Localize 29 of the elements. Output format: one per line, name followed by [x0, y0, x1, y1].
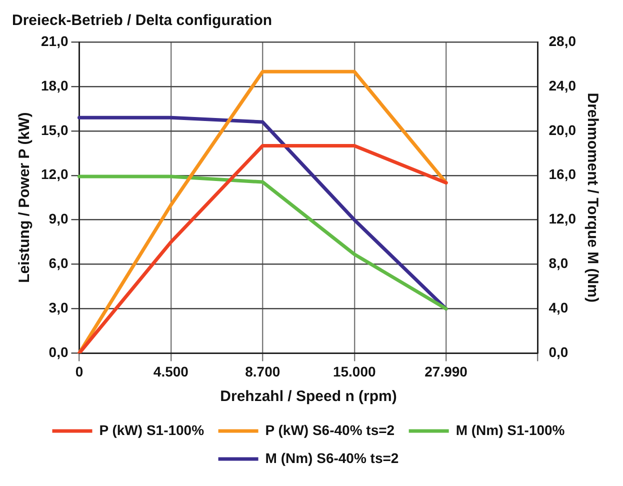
y-tick-label: 6,0	[48, 255, 68, 272]
x-tick-label: 8.700	[245, 363, 280, 380]
chart-title: Dreieck-Betrieb / Delta configuration	[12, 12, 272, 30]
x-axis-title: Drehzahl / Speed n (rpm)	[220, 388, 397, 406]
legend-label: P (kW) S6-40% ts=2	[265, 422, 395, 438]
y-tick-label: 15,0	[41, 122, 68, 138]
x-tick-label: 4.500	[153, 363, 189, 380]
y2-tick-label: 28,0	[548, 32, 576, 49]
y-axis-title: Leistung / Power P (kW)	[16, 112, 34, 283]
y-tick-label: 21,0	[41, 32, 68, 49]
x-tick-label: 27.990	[424, 363, 468, 380]
y-tick-label: 12,0	[41, 166, 68, 182]
y2-tick-label: 12,0	[548, 210, 576, 227]
y2-tick-label: 8,0	[548, 255, 568, 272]
y2-tick-label: 24,0	[548, 77, 576, 94]
legend-label: P (kW) S1-100%	[99, 422, 205, 438]
y-tick-label: 18,0	[41, 77, 68, 94]
x-tick-label: 0	[75, 363, 84, 380]
y-tick-label: 3,0	[48, 300, 68, 316]
y2-tick-label: 16,0	[548, 166, 576, 182]
y2-tick-label: 20,0	[548, 122, 576, 138]
y2-tick-label: 4,0	[548, 300, 568, 316]
legend-label: M (Nm) S1-100%	[456, 422, 566, 438]
y2-tick-label: 0,0	[548, 344, 568, 360]
legend-label: M (Nm) S6-40% ts=2	[265, 450, 399, 466]
y2-axis-title: Drehmoment / Torque M (Nm)	[584, 92, 601, 302]
x-tick-label: 15.000	[332, 363, 376, 380]
y-tick-label: 9,0	[48, 210, 68, 227]
y-tick-label: 0,0	[48, 344, 68, 360]
